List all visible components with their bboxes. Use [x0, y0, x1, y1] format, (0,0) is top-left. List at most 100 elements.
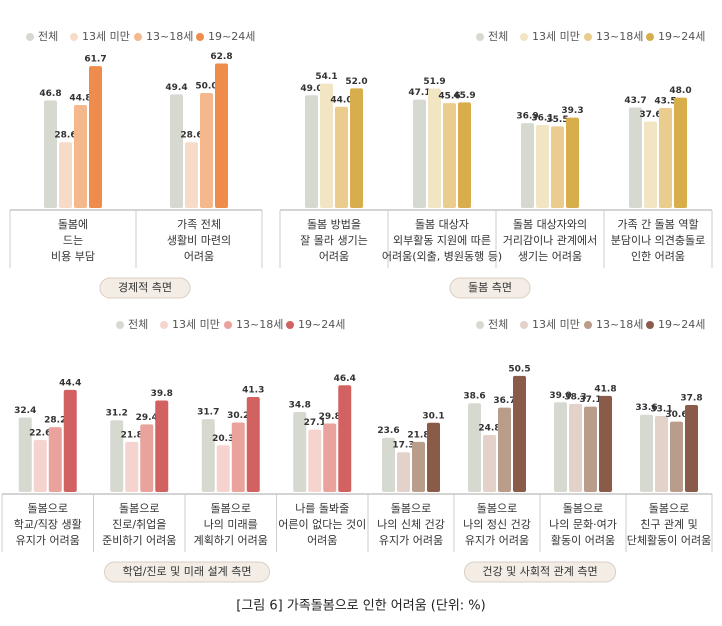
bar: [246, 397, 260, 492]
bar: [655, 415, 668, 492]
bar: [74, 104, 87, 208]
category-label: 어려움(외출, 병원동행 등): [382, 250, 502, 263]
bar: [293, 411, 307, 492]
legend-label: 19~24세: [658, 30, 705, 43]
legend-label: 13~18세: [596, 318, 643, 331]
category-label: 가족 간 돌봄 역할: [617, 218, 698, 231]
legend-dot: [476, 33, 484, 41]
bar: [483, 434, 496, 492]
bar: [397, 452, 410, 492]
value-label: 33.1: [650, 404, 672, 414]
legend-dot: [224, 321, 232, 329]
category-label: 생기는 어려움: [518, 250, 582, 263]
category-label: 인한 어려움: [631, 250, 685, 263]
value-label: 43.7: [624, 96, 646, 106]
bar: [335, 106, 348, 208]
value-label: 21.8: [407, 430, 429, 440]
bar: [305, 95, 318, 208]
bar: [215, 63, 228, 209]
category-label: 돌봄 대상자와의: [513, 218, 587, 231]
bar: [412, 441, 425, 492]
category-label: 단체활동이 어려움: [627, 533, 711, 547]
legend-dot: [160, 321, 168, 329]
category-label: 나의 정신 건강: [463, 518, 531, 531]
category-label: 외부활동 지원에 따른: [393, 233, 491, 247]
bar: [125, 441, 139, 492]
bar: [685, 405, 698, 492]
section-pill: [103, 561, 271, 583]
bar: [551, 126, 564, 208]
category-label: 돌봄으로: [563, 502, 603, 515]
bar: [323, 423, 337, 492]
value-label: 46.4: [334, 374, 356, 384]
value-label: 36.7: [493, 396, 515, 406]
bar: [201, 419, 215, 492]
section-title: 돌봄 측면: [468, 281, 512, 294]
value-label: 38.6: [463, 392, 485, 402]
bar: [554, 402, 567, 492]
bar: [629, 107, 642, 208]
value-label: 29.8: [319, 412, 341, 422]
legend-dot: [520, 33, 528, 41]
value-label: 36.1: [531, 113, 553, 123]
bar: [170, 94, 183, 208]
bar: [110, 420, 124, 492]
legend-label: 전체: [488, 30, 508, 43]
value-label: 37.8: [680, 394, 702, 404]
legend-label: 13~18세: [596, 30, 643, 43]
bar: [140, 424, 154, 492]
value-label: 48.0: [669, 86, 691, 96]
bar: [468, 403, 481, 492]
legend-dot: [584, 321, 592, 329]
bar: [536, 124, 549, 208]
legend-dot: [116, 321, 124, 329]
value-label: 49.4: [165, 83, 187, 93]
value-label: 20.3: [212, 434, 234, 444]
bar: [59, 142, 72, 208]
value-label: 30.1: [422, 411, 444, 421]
value-label: 36.9: [516, 112, 538, 122]
value-label: 27.1: [304, 418, 326, 428]
value-label: 44.8: [69, 93, 91, 103]
category-label: 드는: [63, 234, 83, 247]
legend-dot: [646, 33, 654, 41]
section-title: 학업/진로 및 미래 설계 측면: [122, 565, 251, 578]
value-label: 45.9: [453, 91, 475, 101]
bar: [674, 97, 687, 208]
bar: [308, 429, 322, 492]
bar: [569, 403, 582, 492]
value-label: 61.7: [84, 55, 106, 65]
value-label: 46.8: [39, 89, 61, 99]
legend-label: 19~24세: [658, 318, 705, 331]
value-label: 49.0: [300, 84, 322, 94]
category-label: 돌봄으로: [211, 502, 251, 515]
bar: [382, 437, 395, 492]
value-label: 33.6: [635, 403, 657, 413]
bar: [521, 123, 534, 208]
value-label: 34.8: [289, 400, 311, 410]
bar: [644, 121, 657, 208]
value-label: 39.0: [549, 391, 571, 401]
category-label: 가족 전체: [177, 218, 221, 231]
legend-dot: [286, 321, 294, 329]
value-label: 47.1: [408, 88, 430, 98]
value-label: 51.9: [423, 77, 445, 87]
value-label: 23.6: [377, 426, 399, 436]
category-label: 계획하기 어려움: [194, 533, 268, 547]
bar: [89, 66, 102, 208]
section-title: 경제적 측면: [118, 281, 172, 294]
legend-dot: [520, 321, 528, 329]
value-label: 39.8: [151, 389, 173, 399]
category-label: 잘 몰라 생기는: [300, 234, 368, 247]
value-label: 30.2: [227, 411, 249, 421]
bar: [458, 102, 471, 208]
bar: [338, 385, 352, 492]
value-label: 29.4: [136, 413, 158, 423]
category-label: 생활비 마련의: [167, 233, 231, 247]
value-label: 44.0: [330, 95, 352, 105]
legend-dot: [70, 33, 78, 41]
value-label: 41.3: [242, 386, 264, 396]
value-label: 24.8: [478, 423, 500, 433]
legend-label: 19~24세: [208, 30, 255, 43]
